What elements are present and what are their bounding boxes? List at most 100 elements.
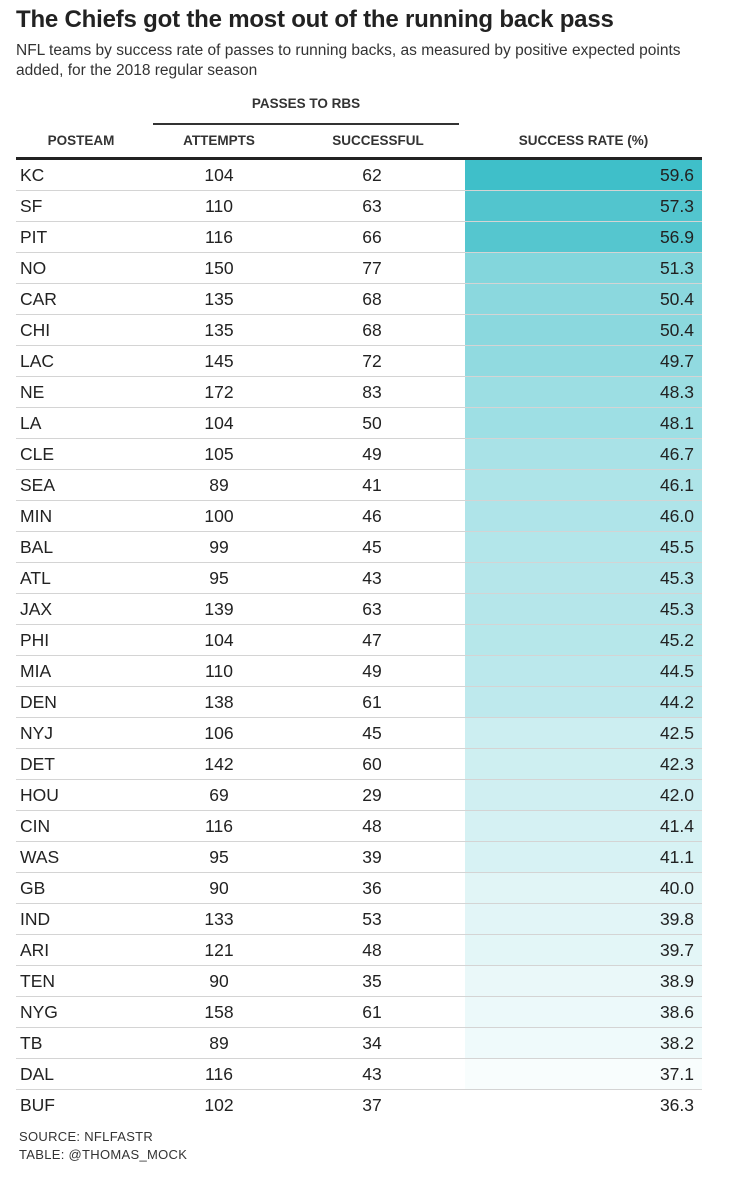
team-cell: MIN xyxy=(20,506,53,526)
attempts-cell: 110 xyxy=(205,661,233,681)
table-row: DAL 116 43 37.1 xyxy=(16,1059,702,1090)
attempts-cell: 105 xyxy=(204,444,234,464)
success-rate-cell: 45.2 xyxy=(465,625,702,655)
success-rate-cell: 50.4 xyxy=(465,315,702,345)
team-cell: PHI xyxy=(20,630,50,650)
success-rate-cell: 46.7 xyxy=(465,439,702,469)
team-cell: CHI xyxy=(20,320,51,340)
table-row: LA 104 50 48.1 xyxy=(16,408,702,439)
attempts-cell: 100 xyxy=(204,506,234,526)
attempts-cell: 102 xyxy=(204,1095,234,1115)
attempts-cell: 95 xyxy=(209,847,229,867)
team-cell: DET xyxy=(20,754,55,774)
successful-cell: 68 xyxy=(362,320,382,340)
column-header-team: POSTEAM xyxy=(47,133,115,148)
success-rate-cell: 39.7 xyxy=(465,935,702,965)
table-row: LAC 145 72 49.7 xyxy=(16,346,702,377)
attempts-cell: 104 xyxy=(204,630,234,650)
success-rate-cell: 45.3 xyxy=(465,594,702,624)
team-cell: NO xyxy=(20,258,47,278)
attempts-cell: 138 xyxy=(204,692,234,712)
successful-cell: 77 xyxy=(362,258,382,278)
team-cell: NE xyxy=(20,382,45,402)
table-row: CAR 135 68 50.4 xyxy=(16,284,702,315)
team-cell: SF xyxy=(20,196,43,216)
team-cell: ATL xyxy=(20,568,51,588)
table-row: PIT 116 66 56.9 xyxy=(16,222,702,253)
successful-cell: 50 xyxy=(362,413,382,433)
success-rate-cell: 48.3 xyxy=(465,377,702,407)
success-rate-cell: 44.5 xyxy=(465,656,702,686)
success-rate-cell: 46.1 xyxy=(465,470,702,500)
successful-cell: 61 xyxy=(362,692,382,712)
successful-cell: 68 xyxy=(362,289,382,309)
successful-cell: 37 xyxy=(362,1095,382,1115)
successful-cell: 62 xyxy=(362,165,382,185)
successful-cell: 43 xyxy=(362,1064,382,1084)
table-row: NO 150 77 51.3 xyxy=(16,253,702,284)
table-row: MIN 100 46 46.0 xyxy=(16,501,702,532)
attempts-cell: 135 xyxy=(204,320,234,340)
team-cell: CAR xyxy=(20,289,57,309)
successful-cell: 34 xyxy=(362,1033,382,1053)
successful-cell: 49 xyxy=(362,661,382,681)
successful-cell: 48 xyxy=(362,816,382,836)
success-rate-cell: 39.8 xyxy=(465,904,702,934)
attempts-cell: 95 xyxy=(209,568,229,588)
table-row: NYG 158 61 38.6 xyxy=(16,997,702,1028)
successful-cell: 49 xyxy=(362,444,382,464)
team-cell: JAX xyxy=(20,599,53,619)
attempts-cell: 150 xyxy=(204,258,234,278)
attempts-cell: 158 xyxy=(204,1002,234,1022)
successful-cell: 63 xyxy=(362,196,382,216)
success-rate-cell: 49.7 xyxy=(465,346,702,376)
team-cell: KC xyxy=(20,165,45,185)
attempts-cell: 116 xyxy=(205,1064,233,1084)
table-row: DET 142 60 42.3 xyxy=(16,749,702,780)
successful-cell: 43 xyxy=(362,568,382,588)
attempts-cell: 89 xyxy=(209,1033,229,1053)
success-rate-cell: 56.9 xyxy=(465,222,702,252)
attempts-cell: 104 xyxy=(204,165,234,185)
successful-cell: 47 xyxy=(362,630,382,650)
attempts-cell: 116 xyxy=(205,227,233,247)
successful-cell: 72 xyxy=(362,351,382,371)
column-header-attempts: ATTEMPTS xyxy=(183,133,255,148)
success-rate-cell: 45.5 xyxy=(465,532,702,562)
attempts-cell: 135 xyxy=(204,289,234,309)
team-cell: BUF xyxy=(20,1095,55,1115)
success-rate-cell: 42.3 xyxy=(465,749,702,779)
team-cell: GB xyxy=(20,878,46,898)
successful-cell: 61 xyxy=(362,1002,382,1022)
table-row: SF 110 63 57.3 xyxy=(16,191,702,222)
successful-cell: 48 xyxy=(362,940,382,960)
table-row: WAS 95 39 41.1 xyxy=(16,842,702,873)
success-rate-cell: 50.4 xyxy=(465,284,702,314)
table-row: IND 133 53 39.8 xyxy=(16,904,702,935)
success-rate-cell: 37.1 xyxy=(465,1059,702,1089)
attempts-cell: 121 xyxy=(204,940,234,960)
success-rate-cell: 44.2 xyxy=(465,687,702,717)
successful-cell: 29 xyxy=(362,785,382,805)
table-row: TB 89 34 38.2 xyxy=(16,1028,702,1059)
team-cell: SEA xyxy=(20,475,56,495)
attempts-cell: 106 xyxy=(204,723,234,743)
attempts-cell: 139 xyxy=(204,599,234,619)
attempts-cell: 90 xyxy=(209,971,229,991)
team-cell: NYJ xyxy=(20,723,54,743)
table-row: CHI 135 68 50.4 xyxy=(16,315,702,346)
success-rate-cell: 59.6 xyxy=(465,160,702,190)
table-row: JAX 139 63 45.3 xyxy=(16,594,702,625)
table-row: HOU 69 29 42.0 xyxy=(16,780,702,811)
source-note: SOURCE: NFLFASTR xyxy=(19,1129,154,1144)
team-cell: MIA xyxy=(20,661,52,681)
success-rate-cell: 40.0 xyxy=(465,873,702,903)
success-rate-cell: 38.9 xyxy=(465,966,702,996)
team-cell: PIT xyxy=(20,227,48,247)
successful-cell: 45 xyxy=(362,537,382,557)
table-row: KC 104 62 59.6 xyxy=(16,160,702,191)
successful-cell: 39 xyxy=(362,847,382,867)
table-body: KC 104 62 59.6 SF 110 63 57.3 PIT 116 66 56.9 NO 150 7… xyxy=(16,160,702,1121)
attempts-cell: 90 xyxy=(209,878,229,898)
